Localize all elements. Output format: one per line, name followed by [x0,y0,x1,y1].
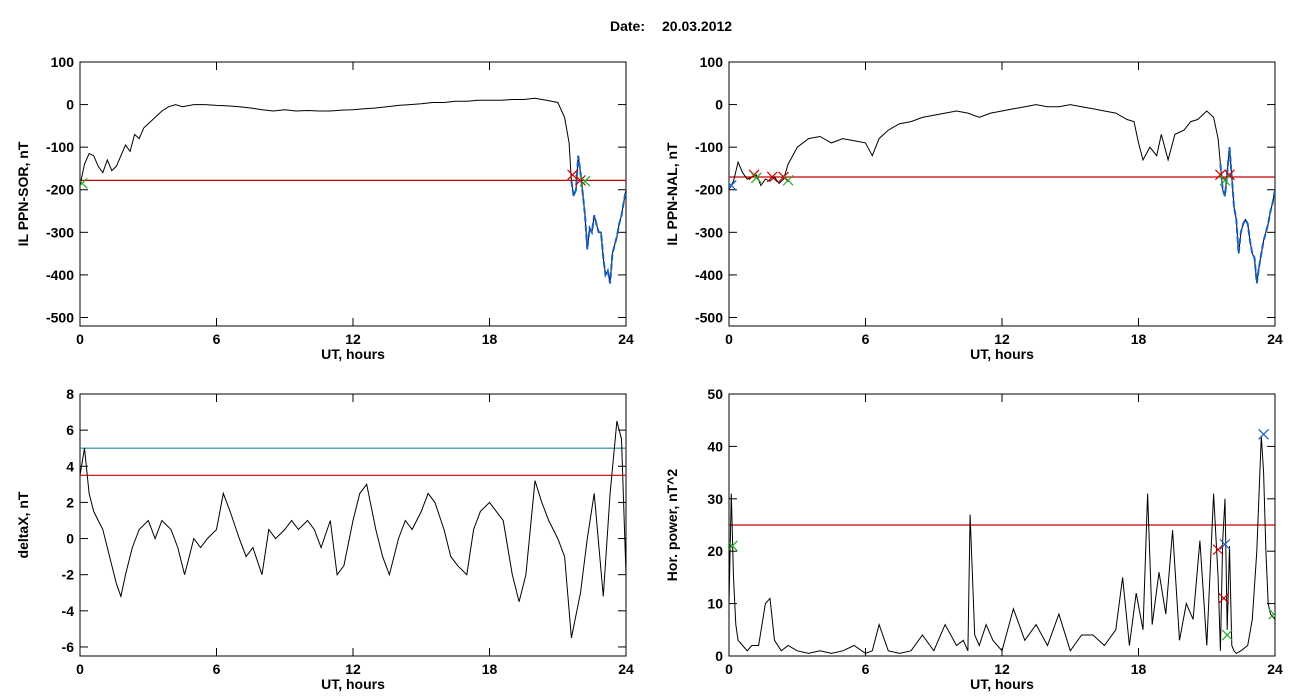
marker-x-green [1221,629,1233,641]
x-tick-label: 18 [482,331,498,347]
x-tick-label: 0 [725,661,733,677]
date-value: 20.03.2012 [662,18,733,34]
marker-x-red [1218,592,1230,604]
y-tick-label: -400 [695,267,723,283]
marker-x-blue [1219,538,1231,550]
x-tick-label: 6 [213,661,221,677]
plot-area [80,97,626,284]
y-tick-label: 8 [66,386,74,402]
y-tick-label: 6 [66,422,74,438]
x-tick-label: 12 [345,661,361,677]
marker-x-green [579,175,591,187]
y-tick-label: -300 [46,224,74,240]
series-line [729,104,1275,284]
y-tick-label: 0 [66,531,74,547]
x-tick-label: 12 [994,661,1010,677]
y-tick-label: -100 [46,139,74,155]
marker-x-red [778,171,790,183]
x-tick-label: 24 [1267,661,1283,677]
y-tick-label: 40 [707,438,723,454]
y-tick-label: 0 [66,97,74,113]
x-axis-label: UT, hours [970,676,1034,692]
marker-x-green [782,174,794,186]
x-tick-label: 0 [76,331,84,347]
y-tick-label: 100 [51,54,75,70]
x-tick-label: 12 [994,331,1010,347]
y-tick-label: 0 [715,648,723,664]
marker-x-green [1219,174,1231,186]
chart-panel-2: 0 6 12 18 24 100 0 -100 -200 -300 -400 -500 UT, hour… [664,54,1283,362]
y-tick-label: -200 [46,182,74,198]
date-label: Date: [610,18,646,34]
y-tick-label: -400 [46,267,74,283]
disturbed-segment [570,155,626,284]
x-tick-label: 24 [618,661,634,677]
x-axis-label: UT, hours [970,346,1034,362]
x-tick-label: 0 [76,661,84,677]
marker-x-red [1224,169,1235,181]
figure-header: Date: 20.03.2012 [0,18,1300,40]
y-tick-label: 20 [707,543,723,559]
y-axis-label: IL PPN-NAL, nT [664,142,680,246]
chart-panel-3: 0 6 12 18 24 8 6 4 2 0 -2 -4 -6 UT, hours deltaX, nT [15,386,634,692]
x-tick-label: 6 [862,661,870,677]
plot-frame [79,393,627,657]
series-line [729,435,1275,655]
x-tick-label: 18 [482,661,498,677]
x-tick-label: 24 [1267,331,1283,347]
y-tick-label: -100 [695,139,723,155]
y-tick-label: 30 [707,491,723,507]
plot-frame [79,61,627,327]
marker-x-red [575,174,586,186]
marker-x-blue [1258,428,1270,440]
y-tick-label: 0 [715,97,723,113]
y-axis-label: deltaX, nT [15,491,31,558]
marker-x-red [567,169,578,181]
series-line [80,420,626,638]
y-tick-label: 10 [707,596,723,612]
y-axis-label: IL PPN-SOR, nT [15,141,31,246]
y-tick-label: 100 [700,54,724,70]
x-tick-label: 0 [725,331,733,347]
marker-x-red [1214,169,1226,181]
y-axis-label: Hor. power, nT^2 [664,469,680,582]
x-tick-label: 24 [618,331,634,347]
y-tick-label: -500 [46,309,74,325]
plot-frame [728,61,1276,327]
y-tick-label: -6 [62,639,75,655]
x-tick-label: 18 [1131,331,1147,347]
marker-x-green [1268,608,1275,620]
y-tick-label: -300 [695,224,723,240]
marker-x-blue [729,180,737,191]
x-tick-label: 6 [213,331,221,347]
x-axis-label: UT, hours [321,346,385,362]
y-tick-label: -4 [62,603,75,619]
plot-area [729,428,1275,655]
disturbed-segment [1219,147,1275,284]
x-axis-label: UT, hours [321,676,385,692]
y-tick-label: 50 [707,386,723,402]
y-tick-label: 4 [66,458,74,474]
chart-panel-1: 0 6 12 18 24 100 0 -100 -200 -300 -400 -500 UT, hour… [15,54,634,362]
series-line [80,97,626,284]
chart-panel-4: 0 6 12 18 24 50 40 30 20 10 0 UT, hours Hor. power, … [664,386,1283,692]
y-tick-label: -2 [62,567,75,583]
marker-x-red [766,171,778,183]
y-tick-label: 2 [66,494,74,510]
plot-area [80,420,626,638]
y-tick-label: -500 [695,309,723,325]
y-tick-label: -200 [695,182,723,198]
marker-x-green [80,177,88,189]
x-tick-label: 12 [345,331,361,347]
marker-x-green [750,172,762,184]
marker-x-green [729,540,738,552]
plot-area [729,104,1275,284]
marker-x-red [1212,544,1224,556]
x-tick-label: 18 [1131,661,1147,677]
x-tick-label: 6 [862,331,870,347]
